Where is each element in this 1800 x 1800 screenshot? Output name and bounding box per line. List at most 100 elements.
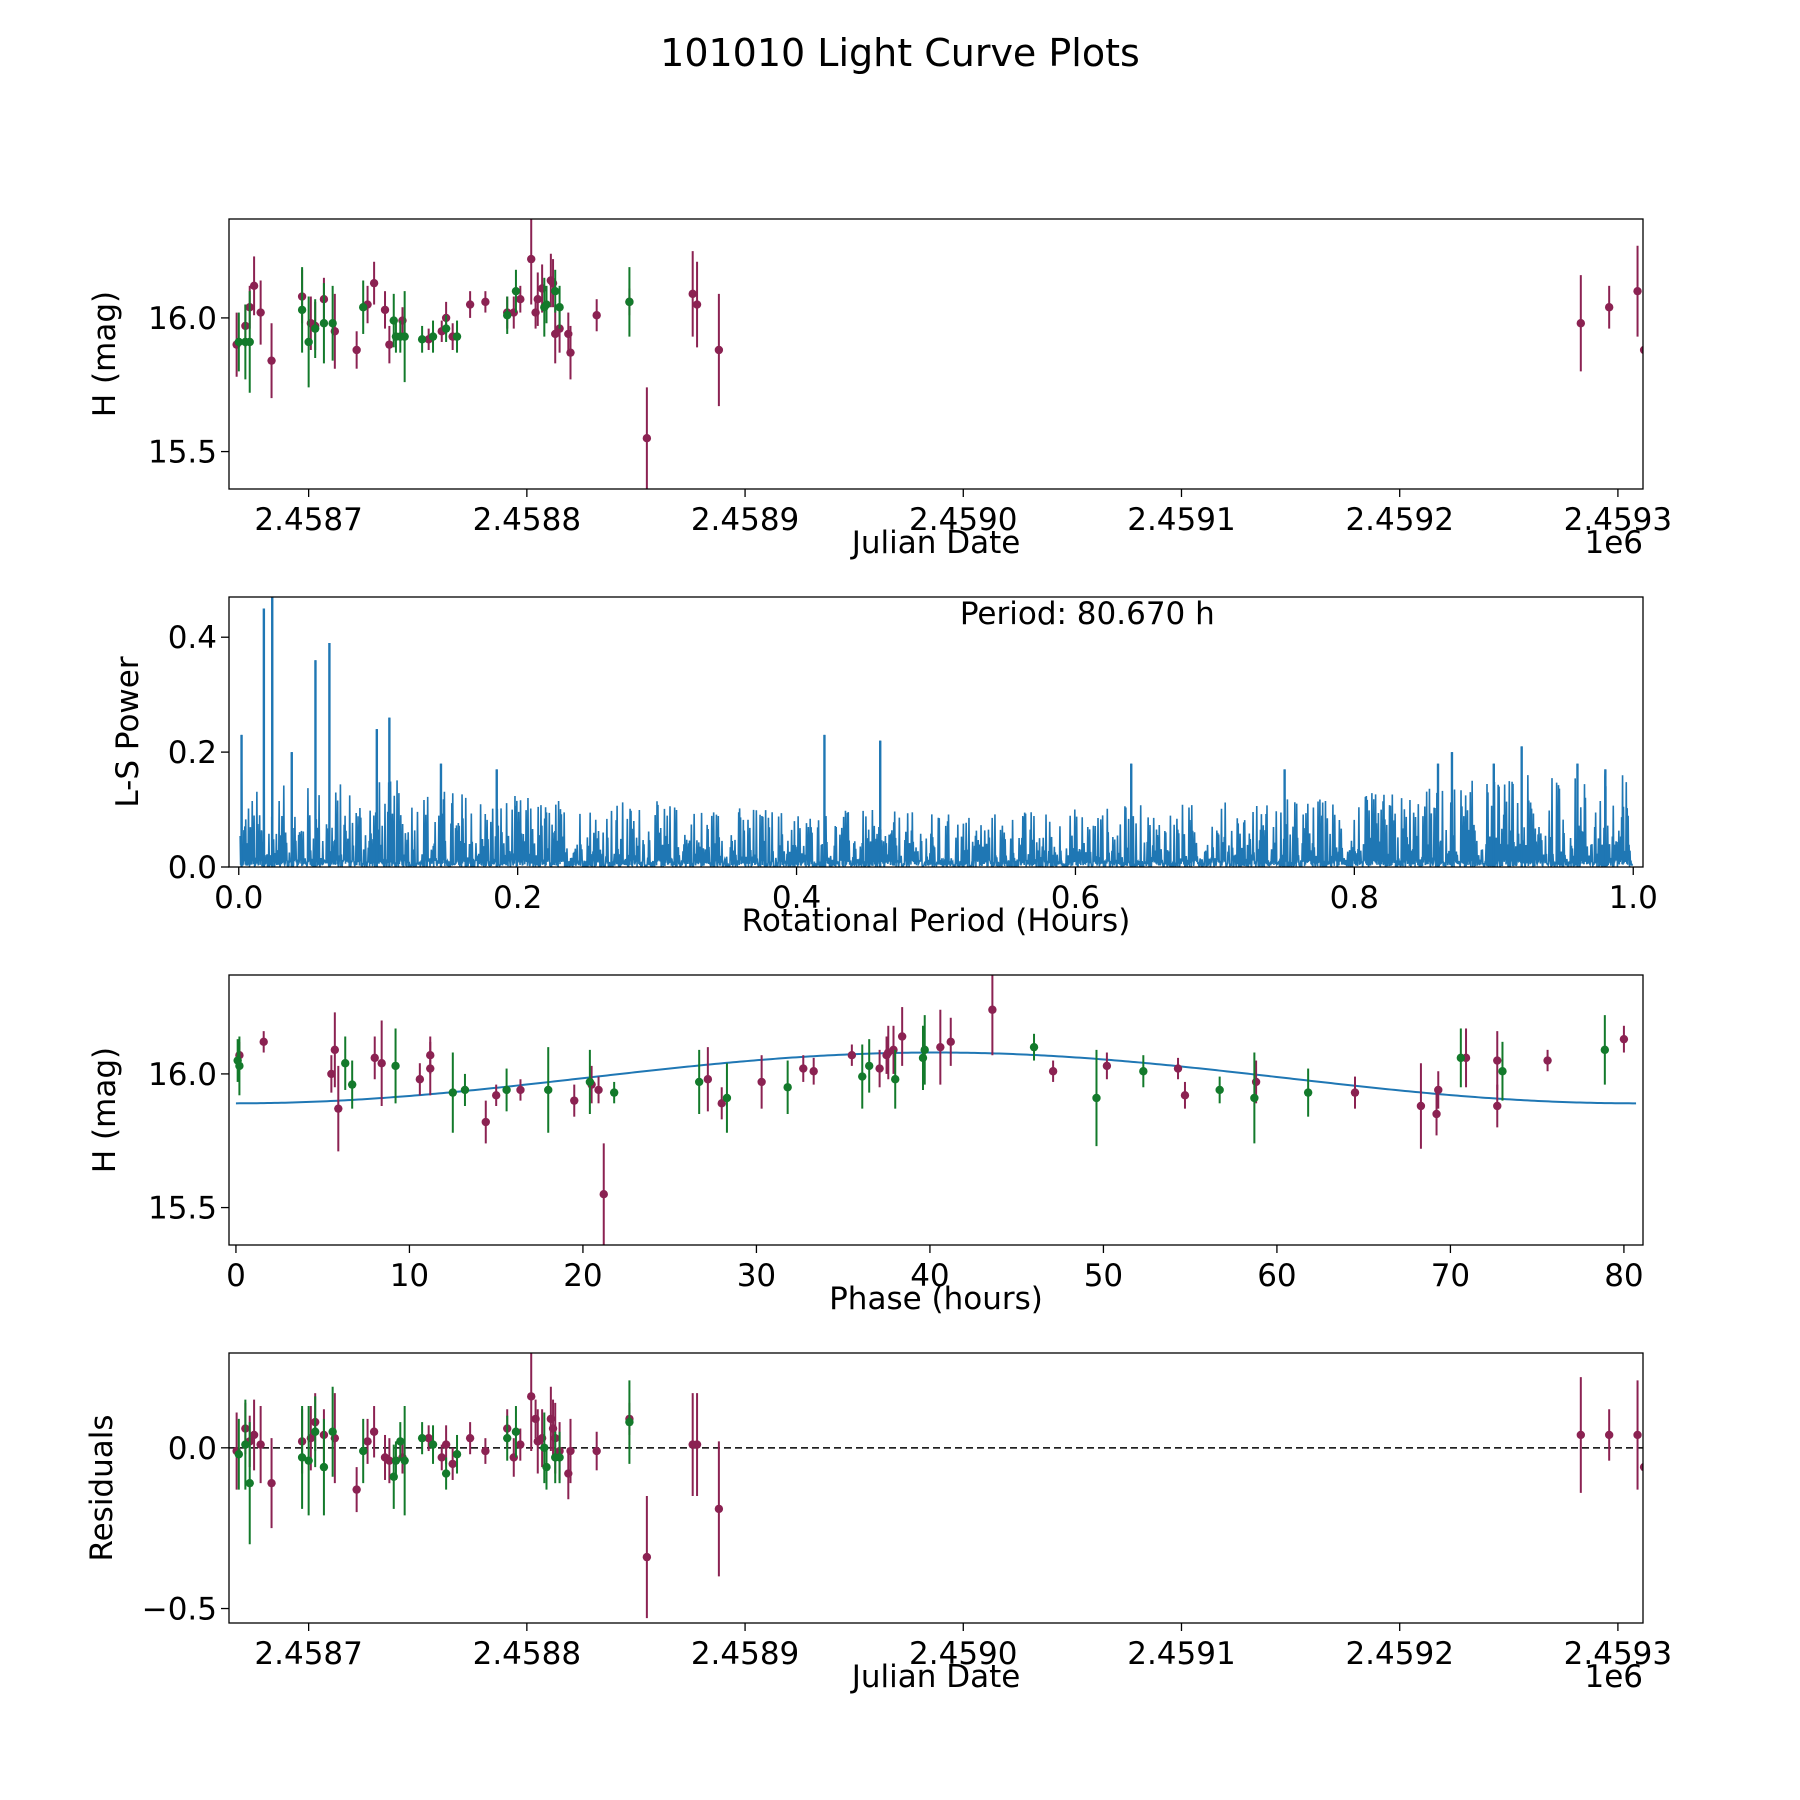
y-tick-label: 16.0 <box>148 301 217 337</box>
data-point <box>448 1088 458 1097</box>
figure-title: 101010 Light Curve Plots <box>660 31 1140 75</box>
plot-area <box>233 975 1637 1245</box>
data-point <box>688 289 697 299</box>
data-point <box>481 1117 490 1127</box>
data-point <box>1604 1430 1614 1440</box>
data-point <box>799 1064 808 1073</box>
data-point <box>570 1096 579 1105</box>
data-point <box>1633 286 1642 296</box>
data-point <box>328 1427 337 1436</box>
data-point <box>428 1440 438 1449</box>
plot-area <box>229 1353 1643 1619</box>
data-point <box>452 332 462 341</box>
data-point <box>334 1104 343 1113</box>
data-point <box>235 1061 244 1071</box>
x-tick-label: 2.4592 <box>1345 1636 1453 1672</box>
data-point <box>417 1433 427 1443</box>
data-point <box>555 1453 564 1462</box>
model-curve <box>235 1051 1637 1105</box>
x-tick-label: 2.4588 <box>473 502 581 538</box>
data-point <box>297 1453 307 1462</box>
x-tick-label: 70 <box>1431 1258 1470 1294</box>
data-point <box>1250 1093 1259 1103</box>
x-tick-label: 2.4591 <box>1127 1636 1235 1672</box>
panel-phased: 0 10 20 30 40 50 60 70 80 15.5 16.0 Phase (hours) H … <box>87 974 1644 1317</box>
data-point <box>516 1085 525 1095</box>
data-point <box>256 308 265 317</box>
data-point <box>891 1075 900 1084</box>
x-tick-label: 20 <box>563 1258 602 1294</box>
data-point <box>428 332 438 341</box>
data-point <box>358 303 368 312</box>
axes-frame <box>228 596 1644 868</box>
y-tick-label: 0.2 <box>168 735 217 771</box>
x-axis-label: Phase (hours) <box>829 1281 1043 1317</box>
data-point <box>1180 1091 1190 1100</box>
data-point <box>542 1462 551 1472</box>
y-tick-label: 16.0 <box>148 1057 217 1093</box>
data-point <box>1576 1430 1586 1440</box>
x-tick-label: 0 <box>226 1258 246 1294</box>
data-point <box>452 1450 462 1459</box>
x-tick-label: 0.6 <box>1051 880 1100 916</box>
data-point <box>858 1072 867 1081</box>
x-tick-label: 2.4589 <box>691 502 799 538</box>
data-point <box>1350 1088 1360 1097</box>
y-tick-label: 15.5 <box>148 1191 217 1227</box>
data-point <box>717 1099 726 1108</box>
data-point <box>380 305 390 315</box>
data-point <box>625 1417 634 1427</box>
x-tick-label: 30 <box>737 1258 776 1294</box>
data-point <box>267 1478 276 1488</box>
data-point <box>352 345 361 355</box>
y-tick-label: 0.4 <box>168 620 217 656</box>
data-point <box>511 1427 521 1436</box>
data-point <box>1456 1053 1466 1063</box>
data-point <box>847 1050 857 1060</box>
data-point <box>555 303 564 312</box>
data-point <box>585 1077 595 1087</box>
x-tick-label: 2.4591 <box>1127 502 1235 538</box>
data-point <box>592 1446 601 1456</box>
x-offset-label: 1e6 <box>1584 525 1643 561</box>
data-point <box>889 1045 898 1055</box>
x-tick-label: 2.4588 <box>473 1636 581 1672</box>
data-point <box>503 1433 512 1443</box>
data-point <box>1416 1101 1426 1111</box>
data-point <box>1493 1056 1502 1065</box>
data-point <box>465 1433 475 1443</box>
data-point <box>341 1059 350 1068</box>
x-tick-label: 0.8 <box>1330 880 1379 916</box>
panel-residuals: 2.4587 2.4588 2.4589 2.4590 2.4591 2.4592 2.45… <box>84 1352 1672 1695</box>
y-tick-label: −0.5 <box>142 1592 217 1628</box>
x-tick-label: 2.4590 <box>909 502 1017 538</box>
periodogram-line <box>239 597 1634 867</box>
series-filter-1 <box>232 219 1643 489</box>
data-point <box>544 1085 553 1095</box>
data-point <box>304 337 313 347</box>
data-point <box>1639 345 1643 355</box>
data-point <box>234 1450 244 1459</box>
series-filter-1 <box>232 1353 1643 1619</box>
data-point <box>946 1037 955 1047</box>
x-tick-label: 10 <box>390 1258 429 1294</box>
data-point <box>267 356 276 365</box>
data-point <box>319 1462 329 1472</box>
x-tick-label: 0.4 <box>772 880 821 916</box>
data-point <box>1639 1463 1643 1472</box>
x-offset-label: 1e6 <box>1584 1659 1643 1695</box>
data-point <box>319 319 329 328</box>
data-point <box>448 1459 457 1469</box>
data-point <box>516 1440 525 1449</box>
data-point <box>385 1456 394 1465</box>
x-tick-label: 0.2 <box>493 880 542 916</box>
data-point <box>566 1446 575 1456</box>
data-point <box>460 1085 470 1095</box>
data-point <box>1102 1061 1112 1071</box>
data-point <box>1048 1067 1058 1076</box>
y-tick-label: 15.5 <box>148 435 217 471</box>
x-tick-label: 2.4589 <box>691 1636 799 1672</box>
x-tick-label: 2.4593 <box>1564 502 1672 538</box>
data-point <box>417 335 427 344</box>
